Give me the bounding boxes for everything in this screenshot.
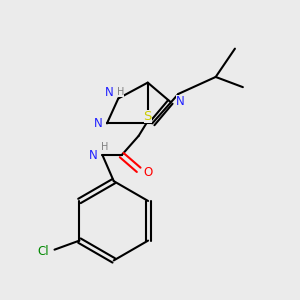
Text: N: N — [89, 148, 98, 162]
Text: H: H — [117, 87, 124, 97]
Text: N: N — [105, 86, 114, 99]
Text: H: H — [101, 142, 108, 152]
Text: Cl: Cl — [38, 245, 49, 258]
Text: S: S — [143, 110, 152, 123]
Text: N: N — [94, 117, 102, 130]
Text: O: O — [143, 166, 152, 178]
Text: N: N — [176, 95, 185, 108]
